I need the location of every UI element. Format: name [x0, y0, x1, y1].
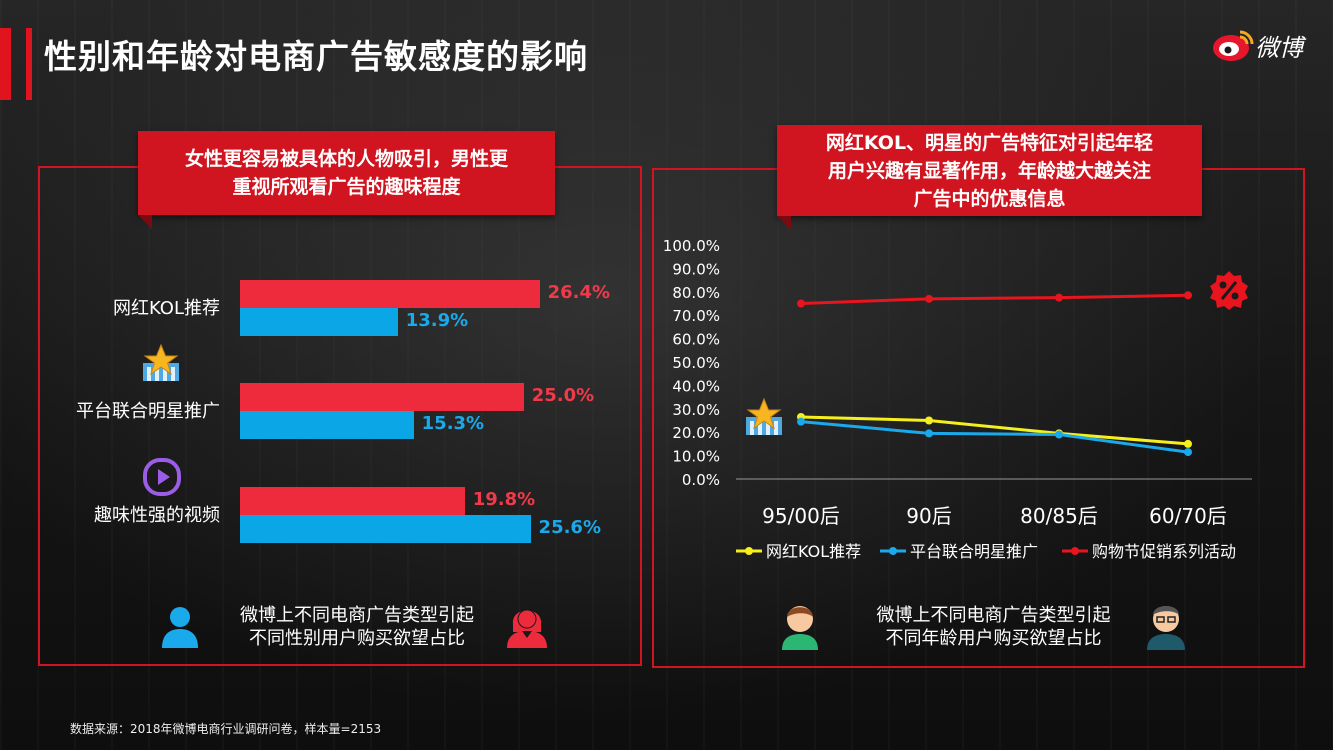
title-accent-bar [0, 28, 11, 100]
y-tick-label: 70.0% [672, 307, 720, 325]
series-line [800, 420, 1189, 454]
series-point [1055, 430, 1063, 439]
y-tick-label: 30.0% [672, 401, 720, 419]
bar-blue [240, 411, 414, 439]
gender-callout: 女性更容易被具体的人物吸引，男性更 重视所观看广告的趣味程度 [138, 131, 555, 229]
bar-blue [240, 308, 398, 336]
callout-line: 广告中的优惠信息 [913, 188, 1066, 210]
older-user-icon [1147, 606, 1185, 650]
y-tick-label: 50.0% [672, 354, 720, 372]
series-point [925, 429, 933, 438]
legend-marker [745, 547, 753, 555]
y-tick-label: 60.0% [672, 331, 720, 349]
callout-fold [138, 215, 152, 229]
bar-red [240, 383, 524, 411]
x-tick-label: 60/70后 [1149, 504, 1227, 528]
x-tick-label: 90后 [906, 504, 951, 528]
bar-value-label: 15.3% [421, 413, 485, 434]
bar-value-label: 25.6% [538, 517, 601, 538]
y-tick-label: 90.0% [672, 260, 720, 278]
series-point [925, 294, 933, 303]
y-tick-label: 0.0% [682, 471, 720, 489]
legend-label: 购物节促销系列活动 [1092, 542, 1236, 561]
callout-line: 网红KOL、明星的广告特征对引起年轻 [825, 132, 1154, 154]
x-tick-label: 95/00后 [762, 504, 840, 528]
series-point [925, 416, 933, 425]
star-icon [746, 397, 782, 435]
bar-value-label: 19.8% [472, 489, 536, 510]
series-line [800, 415, 1189, 446]
gender-note: 微博上不同电商广告类型引起 不同性别用户购买欲望占比 [222, 604, 492, 650]
bar-value-label: 26.4% [547, 282, 611, 303]
play-icon [143, 458, 181, 496]
bar-category-label: 网红KOL推荐 [112, 298, 220, 319]
note-line: 不同性别用户购买欲望占比 [249, 628, 465, 649]
bar-blue [240, 515, 531, 543]
legend-label: 平台联合明星推广 [910, 542, 1038, 561]
note-line: 不同年龄用户购买欲望占比 [885, 628, 1102, 649]
age-callout: 网红KOL、明星的广告特征对引起年轻 用户兴趣有显著作用，年龄越大越关注 广告中… [777, 125, 1202, 230]
callout-line: 女性更容易被具体的人物吸引，男性更 [184, 148, 508, 170]
bar-category-label: 平台联合明星推广 [76, 401, 220, 422]
bar-red [240, 487, 465, 515]
young-user-icon [782, 606, 818, 650]
star-icon [143, 343, 179, 381]
legend-label: 网红KOL推荐 [766, 542, 861, 561]
weibo-logo-text: 微博 [1255, 34, 1303, 62]
legend-marker [1071, 547, 1079, 555]
age-note: 微博上不同电商广告类型引起 不同年龄用户购买欲望占比 [856, 604, 1131, 650]
y-tick-label: 40.0% [672, 377, 720, 395]
page-title: 性别和年龄对电商广告敏感度的影响 [44, 37, 588, 76]
discount-icon [1210, 271, 1248, 310]
y-tick-label: 80.0% [672, 284, 720, 302]
bar-value-label: 25.0% [531, 385, 595, 406]
title-accent-bar-inner [26, 28, 32, 100]
callout-line: 重视所观看广告的趣味程度 [232, 176, 461, 198]
male-user-icon [162, 607, 198, 648]
series-point [1184, 448, 1192, 457]
bar-value-label: 13.9% [405, 310, 469, 331]
series-point [797, 299, 805, 308]
series-point [1055, 293, 1063, 302]
age-line-chart: 0.0% 10.0% 20.0% 30.0% 40.0% 50.0% 60.0% 70.0% 8… [663, 237, 1252, 561]
weibo-logo-icon [1213, 30, 1254, 61]
bar-category-label: 趣味性强的视频 [94, 505, 220, 526]
y-tick-label: 10.0% [672, 448, 720, 466]
data-source: 数据来源：2018年微博电商行业调研问卷，样本量=2153 [70, 722, 382, 736]
legend-marker [889, 547, 897, 555]
x-tick-label: 80/85后 [1020, 504, 1098, 528]
note-line: 微博上不同电商广告类型引起 [876, 605, 1111, 626]
series-line [800, 293, 1189, 305]
note-line: 微博上不同电商广告类型引起 [240, 605, 474, 626]
y-tick-label: 20.0% [672, 424, 720, 442]
series-point [797, 417, 805, 426]
callout-line: 用户兴趣有显著作用，年龄越大越关注 [827, 160, 1151, 182]
series-point [1184, 439, 1192, 448]
bar-red [240, 280, 540, 308]
y-tick-label: 100.0% [663, 237, 720, 255]
female-user-icon [507, 609, 547, 648]
callout-fold [777, 216, 791, 230]
series-point [1184, 291, 1192, 300]
